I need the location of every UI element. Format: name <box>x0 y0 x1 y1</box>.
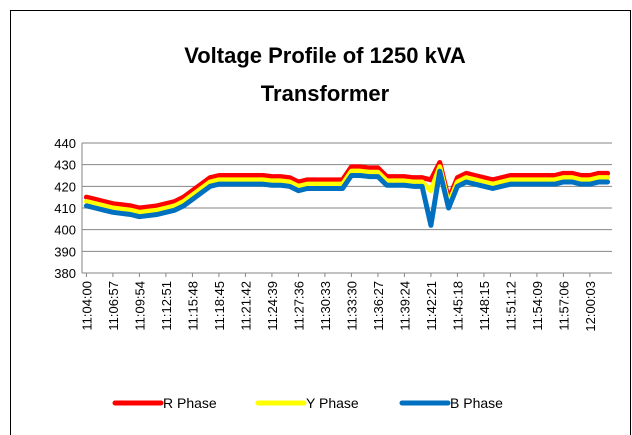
x-tick-label: 11:21:42 <box>238 281 253 331</box>
y-tick-label: 400 <box>54 223 76 238</box>
x-tick-label: 11:39:24 <box>397 281 412 331</box>
chart-frame <box>10 10 631 435</box>
x-tick-label: 11:06:57 <box>106 281 121 331</box>
y-tick-label: 420 <box>54 179 76 194</box>
chart-title: Transformer <box>261 81 390 106</box>
y-tick-label: 380 <box>54 266 76 281</box>
x-tick-label: 11:12:51 <box>159 281 174 331</box>
x-tick-label: 11:51:12 <box>503 281 518 331</box>
x-tick-label: 11:54:09 <box>530 281 545 331</box>
x-tick-label: 11:09:54 <box>132 281 147 331</box>
y-tick-label: 390 <box>54 244 76 259</box>
y-tick-label: 430 <box>54 158 76 173</box>
legend-label: R Phase <box>163 395 217 411</box>
legend-label: Y Phase <box>306 395 359 411</box>
x-tick-label: 11:48:15 <box>477 281 492 331</box>
x-tick-label: 11:15:48 <box>185 281 200 331</box>
x-tick-label: 11:42:21 <box>424 281 439 331</box>
x-tick-label: 11:18:45 <box>212 281 227 331</box>
x-tick-label: 11:45:18 <box>450 281 465 331</box>
x-tick-label: 11:36:27 <box>371 281 386 331</box>
y-tick-label: 440 <box>54 136 76 151</box>
chart-title: Voltage Profile of 1250 kVA <box>184 43 466 68</box>
y-tick-label: 410 <box>54 201 76 216</box>
legend-label: B Phase <box>450 395 503 411</box>
series-line <box>83 168 611 228</box>
x-tick-label: 11:04:00 <box>79 281 94 331</box>
x-tick-label: 12:00:03 <box>583 281 598 332</box>
x-tick-label: 11:57:06 <box>556 281 571 331</box>
x-tick-label: 11:27:36 <box>291 281 306 331</box>
x-tick-label: 11:24:39 <box>265 281 280 331</box>
x-tick-label: 11:30:33 <box>318 281 333 331</box>
x-tick-label: 11:33:30 <box>344 281 359 331</box>
